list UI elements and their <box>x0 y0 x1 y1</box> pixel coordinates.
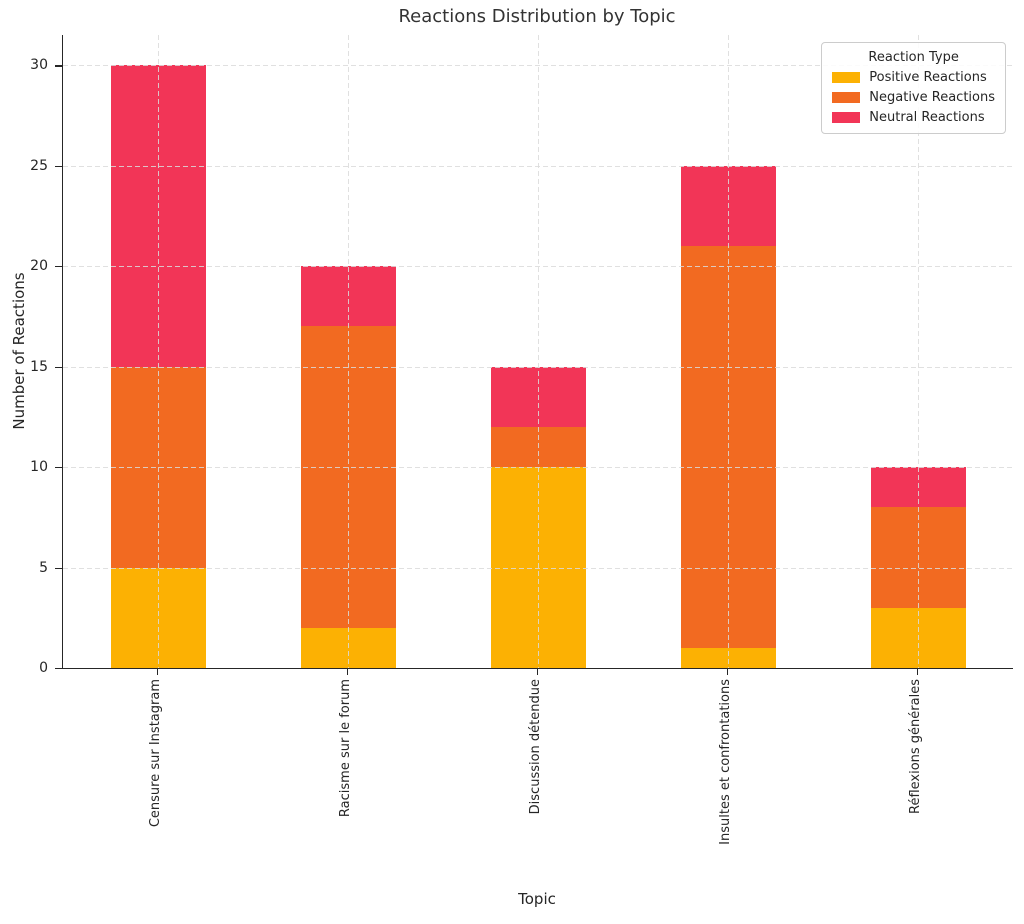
legend-item: Neutral Reactions <box>832 110 995 125</box>
legend-item: Negative Reactions <box>832 90 995 105</box>
legend-label: Negative Reactions <box>869 90 995 105</box>
legend-swatch <box>832 92 861 103</box>
legend: Reaction Type Positive Reactions Negative… <box>821 42 1006 134</box>
y-tick-mark <box>55 65 62 67</box>
gridline-horizontal <box>63 366 1013 368</box>
x-tick-label: Discussion détendue <box>528 679 543 815</box>
y-axis-title: Number of Reactions <box>10 272 28 430</box>
gridline-horizontal <box>63 165 1013 167</box>
y-tick-mark <box>55 668 62 670</box>
y-tick-mark <box>55 266 62 268</box>
y-tick-mark <box>55 165 62 167</box>
x-tick-label: Racisme sur le forum <box>338 679 353 818</box>
y-tick-label: 15 <box>30 358 48 375</box>
y-tick-label: 0 <box>39 660 48 676</box>
legend-label: Positive Reactions <box>869 70 987 85</box>
legend-label: Neutral Reactions <box>869 110 985 125</box>
legend-swatch <box>832 72 861 83</box>
x-tick-mark <box>727 668 729 675</box>
legend-item: Positive Reactions <box>832 70 995 85</box>
legend-items: Positive Reactions Negative Reactions Neut… <box>832 70 995 125</box>
gridline-horizontal <box>63 266 1013 268</box>
x-axis-title: Topic <box>518 890 556 908</box>
x-tick-mark <box>157 668 159 675</box>
x-tick-mark <box>537 668 539 675</box>
gridline-vertical <box>728 35 729 668</box>
y-tick-label: 25 <box>30 157 48 174</box>
chart-title: Reactions Distribution by Topic <box>398 6 676 27</box>
y-tick-label: 5 <box>39 559 48 576</box>
plot-area <box>62 35 1013 669</box>
x-tick-label: Censure sur Instagram <box>148 679 163 828</box>
gridline-vertical <box>918 35 919 668</box>
legend-swatch <box>832 112 861 123</box>
y-tick-label: 30 <box>30 57 48 74</box>
y-tick-label: 20 <box>30 258 48 275</box>
y-tick-mark <box>55 467 62 469</box>
y-tick-label: 10 <box>30 459 48 476</box>
y-tick-mark <box>55 366 62 368</box>
gridline-horizontal <box>63 65 1013 67</box>
y-tick-mark <box>55 567 62 569</box>
gridline-vertical <box>158 35 159 668</box>
x-tick-label: Réflexions générales <box>908 679 923 814</box>
gridline-vertical <box>348 35 349 668</box>
x-tick-mark <box>917 668 919 675</box>
gridline-horizontal <box>63 567 1013 569</box>
gridline-vertical <box>538 35 539 668</box>
x-tick-label: Insultes et confrontations <box>718 679 733 845</box>
gridline-horizontal <box>63 467 1013 469</box>
x-tick-mark <box>347 668 349 675</box>
legend-title: Reaction Type <box>868 50 959 65</box>
